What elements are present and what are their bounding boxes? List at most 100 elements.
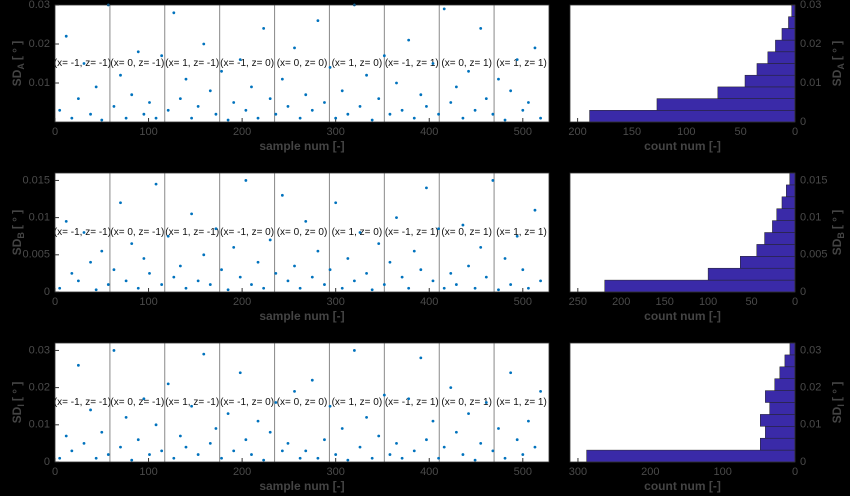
point: [196, 105, 200, 108]
bar: [788, 16, 796, 29]
plot-frame: [54, 4, 550, 123]
point: [202, 352, 206, 356]
y-label-unit: [ ° ]: [10, 210, 24, 229]
point: [442, 445, 446, 449]
point: [340, 286, 344, 290]
point: [244, 179, 248, 182]
group-label: (x= 0, z= -1): [110, 227, 164, 238]
point: [136, 286, 140, 290]
point: [484, 401, 488, 404]
y-label-unit: [ ° ]: [10, 382, 24, 401]
point: [473, 458, 477, 462]
point: [119, 73, 122, 77]
y-tick-label: 0: [800, 116, 806, 128]
point: [412, 449, 416, 453]
point: [202, 42, 206, 46]
bar: [789, 172, 796, 186]
y-axis-label: SDB [ ° ]: [830, 210, 846, 256]
y-tick-label: 0.005: [800, 249, 828, 261]
point: [76, 97, 80, 100]
point: [286, 279, 290, 283]
point: [100, 430, 104, 434]
point: [280, 193, 284, 197]
point: [112, 268, 116, 272]
point: [521, 108, 525, 112]
point: [437, 227, 440, 231]
bar: [779, 366, 796, 379]
x-tick-label: 150: [656, 296, 674, 308]
point: [82, 442, 86, 445]
point: [539, 116, 542, 120]
bar: [791, 4, 796, 17]
y-label-sub: I: [16, 404, 26, 407]
point: [467, 412, 470, 416]
x-tick-label: 100: [139, 126, 157, 138]
group-label: (x= 0, z= 1): [441, 58, 492, 69]
point: [64, 219, 68, 223]
point: [316, 19, 320, 22]
x-tick-label: 300: [569, 466, 587, 478]
y-tick-label: 0: [800, 286, 806, 298]
point: [515, 438, 519, 442]
point: [70, 449, 74, 453]
y-label-unit: [ ° ]: [830, 382, 844, 401]
point: [449, 101, 453, 104]
point: [340, 89, 344, 93]
point: [112, 349, 116, 352]
point: [323, 101, 326, 104]
point: [334, 201, 338, 205]
x-tick-label: 150: [623, 126, 641, 138]
bar: [781, 196, 796, 209]
point: [370, 456, 374, 460]
point: [449, 386, 453, 390]
point: [370, 118, 374, 122]
bar: [604, 279, 796, 293]
y-label-sub: I: [836, 404, 846, 407]
point: [112, 105, 116, 108]
point: [533, 208, 537, 212]
point: [106, 453, 110, 456]
point: [431, 279, 435, 283]
plot-frame: [569, 172, 796, 293]
group-label: (x= 1, z= 1): [496, 227, 547, 238]
point: [238, 58, 242, 61]
y-label-unit: [ ° ]: [830, 210, 844, 229]
point: [256, 116, 260, 120]
bar: [764, 232, 796, 245]
point: [521, 453, 525, 456]
point: [377, 434, 381, 438]
point: [461, 453, 465, 456]
y-tick-label: 0.01: [800, 212, 821, 224]
y-tick-label: 0.02: [800, 382, 821, 394]
point: [58, 286, 62, 290]
y-tick-label: 0: [44, 286, 50, 298]
point: [340, 427, 344, 430]
y-label-main: SD: [830, 69, 844, 86]
point: [82, 62, 86, 65]
point: [232, 449, 236, 453]
x-tick-label: 50: [735, 126, 747, 138]
point: [400, 456, 404, 460]
point: [262, 286, 266, 290]
point: [382, 54, 386, 58]
y-label-sub: B: [16, 232, 26, 239]
point: [94, 288, 98, 292]
point: [178, 434, 182, 438]
point: [310, 275, 314, 279]
point: [64, 34, 68, 38]
group-label: (x= -1, z= 0): [220, 58, 274, 69]
point: [82, 231, 86, 234]
point: [365, 415, 368, 419]
x-tick-label: 100: [699, 296, 717, 308]
point: [130, 458, 134, 462]
bar: [707, 267, 796, 281]
point: [202, 253, 206, 257]
point: [178, 97, 182, 100]
point: [160, 54, 164, 58]
point: [358, 231, 362, 234]
point: [497, 288, 500, 292]
x-tick-label: 250: [569, 296, 587, 308]
point: [527, 286, 530, 290]
point: [334, 453, 338, 456]
point: [388, 260, 392, 264]
